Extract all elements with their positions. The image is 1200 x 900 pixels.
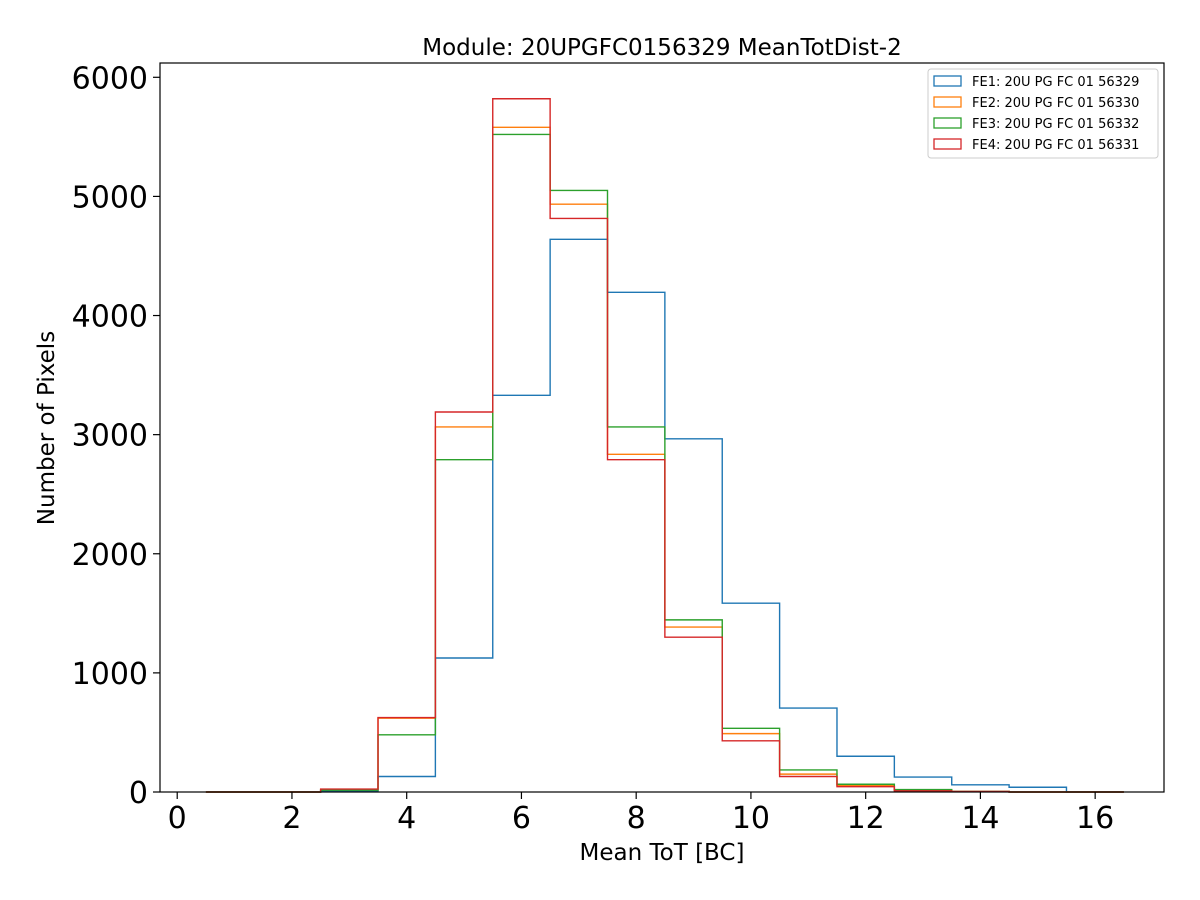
legend-swatch-fe1 xyxy=(933,75,962,87)
y-tick-label: 6000 xyxy=(72,61,148,96)
y-tick-label: 1000 xyxy=(72,657,148,692)
legend-label-fe2: FE2: 20U PG FC 01 56330 xyxy=(972,96,1139,111)
legend-swatch-fe3 xyxy=(933,117,962,129)
x-tick-label: 4 xyxy=(397,801,416,836)
legend-box xyxy=(927,68,1159,159)
y-tick-label: 5000 xyxy=(72,180,148,215)
y-tick-label: 0 xyxy=(129,776,148,811)
legend-label-fe1: FE1: 20U PG FC 01 56329 xyxy=(972,75,1139,90)
x-tick-label: 14 xyxy=(961,801,999,836)
plot-frame xyxy=(159,62,1165,793)
legend-swatch-fe4 xyxy=(933,138,962,150)
legend-label-fe4: FE4: 20U PG FC 01 56331 xyxy=(972,138,1139,153)
x-tick-label: 8 xyxy=(627,801,646,836)
x-tick-label: 6 xyxy=(512,801,531,836)
x-tick-label: 16 xyxy=(1076,801,1114,836)
y-tick-label: 3000 xyxy=(72,419,148,454)
histogram-series-fe4 xyxy=(205,98,1124,793)
x-tick-label: 12 xyxy=(847,801,885,836)
y-tick-label: 2000 xyxy=(72,538,148,573)
series-layer xyxy=(205,98,1124,793)
chart-title: Module: 20UPGFC0156329 MeanTotDist-2 xyxy=(422,35,901,61)
y-tick-label: 4000 xyxy=(72,300,148,335)
legend-swatch-fe2 xyxy=(933,96,962,108)
legend-entries: FE1: 20U PG FC 01 56329 FE2: 20U PG FC 01… xyxy=(933,75,1139,153)
x-tick-label: 0 xyxy=(168,801,187,836)
x-axis-label: Mean ToT [BC] xyxy=(580,840,745,866)
ticks-layer: 0 2 4 6 8 10 12 14 16 0 1000 2000 3000 4000 5000 6000 xyxy=(72,61,1115,836)
x-tick-label: 2 xyxy=(282,801,301,836)
legend-label-fe3: FE3: 20U PG FC 01 56332 xyxy=(972,117,1139,132)
legend: FE1: 20U PG FC 01 56329 FE2: 20U PG FC 01… xyxy=(927,68,1159,159)
x-tick-label: 10 xyxy=(732,801,770,836)
y-axis-label: Number of Pixels xyxy=(34,331,60,525)
